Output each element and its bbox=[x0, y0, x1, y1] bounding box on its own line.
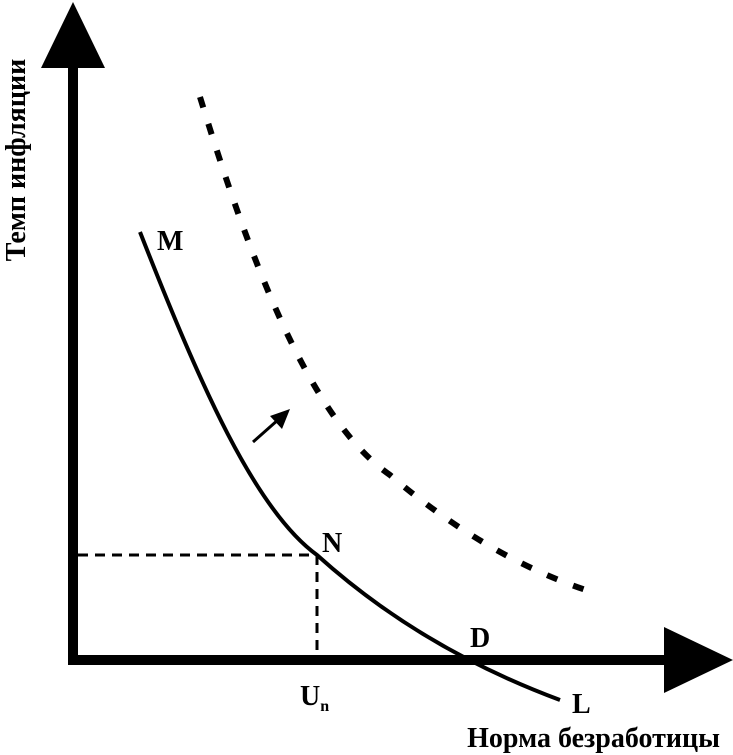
natural-rate-label: Un bbox=[300, 681, 329, 715]
point-label-m: M bbox=[157, 226, 183, 257]
phillips-curve-shifted-dotted bbox=[197, 96, 596, 596]
point-label-l: L bbox=[572, 689, 591, 720]
y-axis-label: Темп инфляции bbox=[1, 59, 32, 261]
y-axis-arrowhead bbox=[41, 2, 105, 68]
point-label-d: D bbox=[470, 623, 490, 654]
natural-rate-label-main: U bbox=[300, 681, 320, 712]
x-axis-arrowhead bbox=[664, 627, 733, 693]
phillips-curve-solid bbox=[138, 231, 561, 702]
natural-rate-label-subscript: n bbox=[320, 698, 329, 715]
shift-arrow-head bbox=[270, 409, 290, 429]
x-axis-label: Норма безработицы bbox=[467, 723, 720, 754]
shift-arrow-shaft bbox=[252, 417, 280, 444]
point-label-n: N bbox=[322, 528, 342, 559]
